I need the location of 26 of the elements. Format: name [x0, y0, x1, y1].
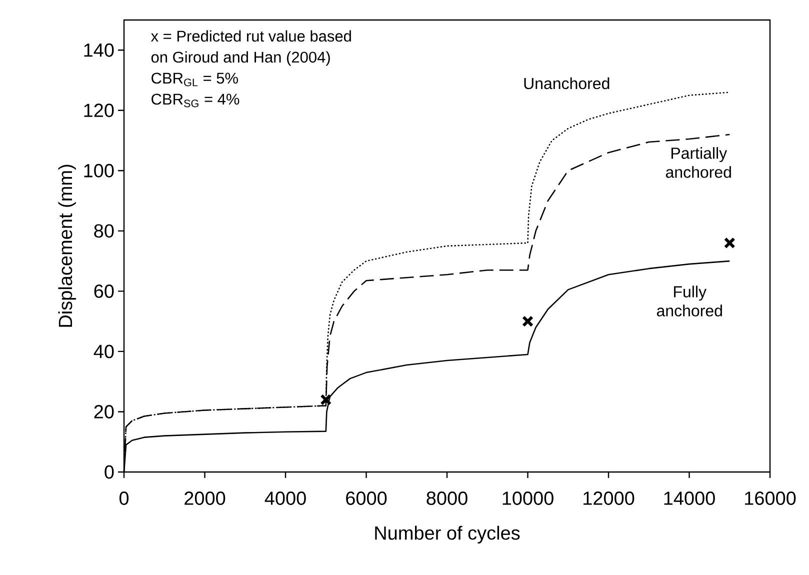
y-tick-label: 80 [94, 224, 114, 238]
annotation: on Giroud and Han (2004) [151, 51, 330, 66]
y-tick-label: 40 [94, 344, 114, 358]
y-axis-title: Displacement (mm) [58, 164, 76, 327]
series-label: Fully anchored [656, 286, 722, 316]
x-tick-label: 12000 [584, 492, 634, 505]
annotation: CBR$_{SG}$ = 4% [152, 94, 240, 108]
y-tick-label: 100 [84, 164, 114, 178]
x-tick-label: 16000 [745, 492, 796, 505]
x-tick-label: 14000 [664, 492, 715, 505]
annotation: CBR$_{GL}$ = 5% [152, 72, 238, 86]
x-tick-label: 0 [119, 492, 129, 505]
x-tick-label: 8000 [426, 492, 468, 505]
x-tick-label: 4000 [264, 492, 306, 505]
y-tick-label: 140 [84, 43, 114, 57]
y-tick-label: 60 [94, 284, 114, 298]
x-axis-title: Number of cycles [375, 526, 520, 544]
x-tick-label: 6000 [346, 492, 387, 505]
y-tick-label: 20 [94, 404, 114, 418]
series-label: Unanchored [524, 77, 610, 90]
x-tick-label: 2000 [184, 492, 226, 505]
x-tick-label: 10000 [502, 492, 554, 505]
y-tick-label: 120 [84, 104, 114, 118]
y-tick-label: 0 [104, 465, 114, 479]
annotation: x = Predicted rut value based [150, 30, 351, 42]
series-label: Partially anchored [666, 147, 731, 178]
